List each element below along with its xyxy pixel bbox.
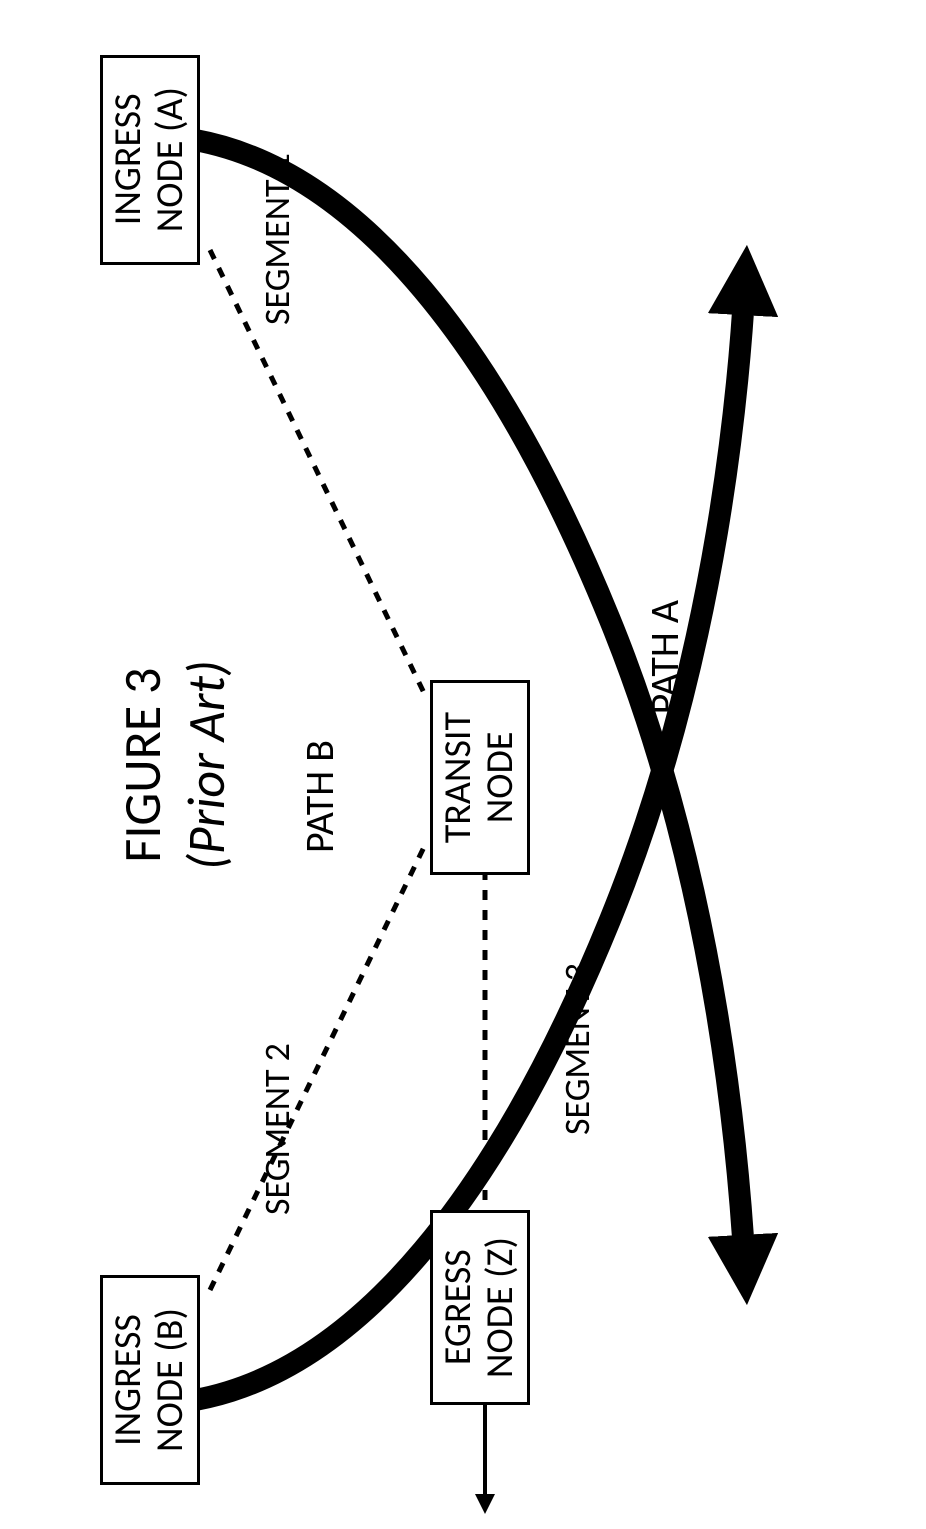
egress-line2: NODE (Z) (477, 1237, 523, 1378)
segment-1-label: SEGMENT 1 (255, 153, 299, 325)
ingress-a-line1: INGRESS (105, 94, 151, 226)
ingress-node-a: INGRESS NODE (A) (100, 55, 200, 265)
path-a-label: PATH A (640, 600, 689, 714)
segment-1-line (210, 250, 425, 695)
ingress-b-line1: INGRESS (105, 1314, 151, 1446)
transit-node: TRANSIT NODE (430, 680, 530, 875)
segment-2-label: SEGMENT 2 (255, 1043, 299, 1215)
transit-line1: TRANSIT (435, 712, 481, 843)
path-b-label: PATH B (295, 740, 344, 853)
ingress-node-b: INGRESS NODE (B) (100, 1275, 200, 1485)
segment-3-label: SEGMENT 3 (555, 963, 599, 1135)
diagram: INGRESS NODE (A) INGRESS NODE (B) TRANSI… (0, 0, 926, 1529)
segment-2-line (210, 845, 425, 1290)
ingress-a-line2: NODE (A) (147, 87, 193, 232)
figure-title-line2: (Prior Art) (174, 660, 238, 870)
egress-line1: EGRESS (435, 1250, 481, 1366)
figure-title: FIGURE 3 (Prior Art) (110, 660, 238, 870)
transit-line2: NODE (477, 732, 523, 824)
figure-title-line1: FIGURE 3 (110, 660, 174, 870)
egress-node: EGRESS NODE (Z) (430, 1210, 530, 1405)
ingress-b-line2: NODE (B) (147, 1308, 193, 1452)
